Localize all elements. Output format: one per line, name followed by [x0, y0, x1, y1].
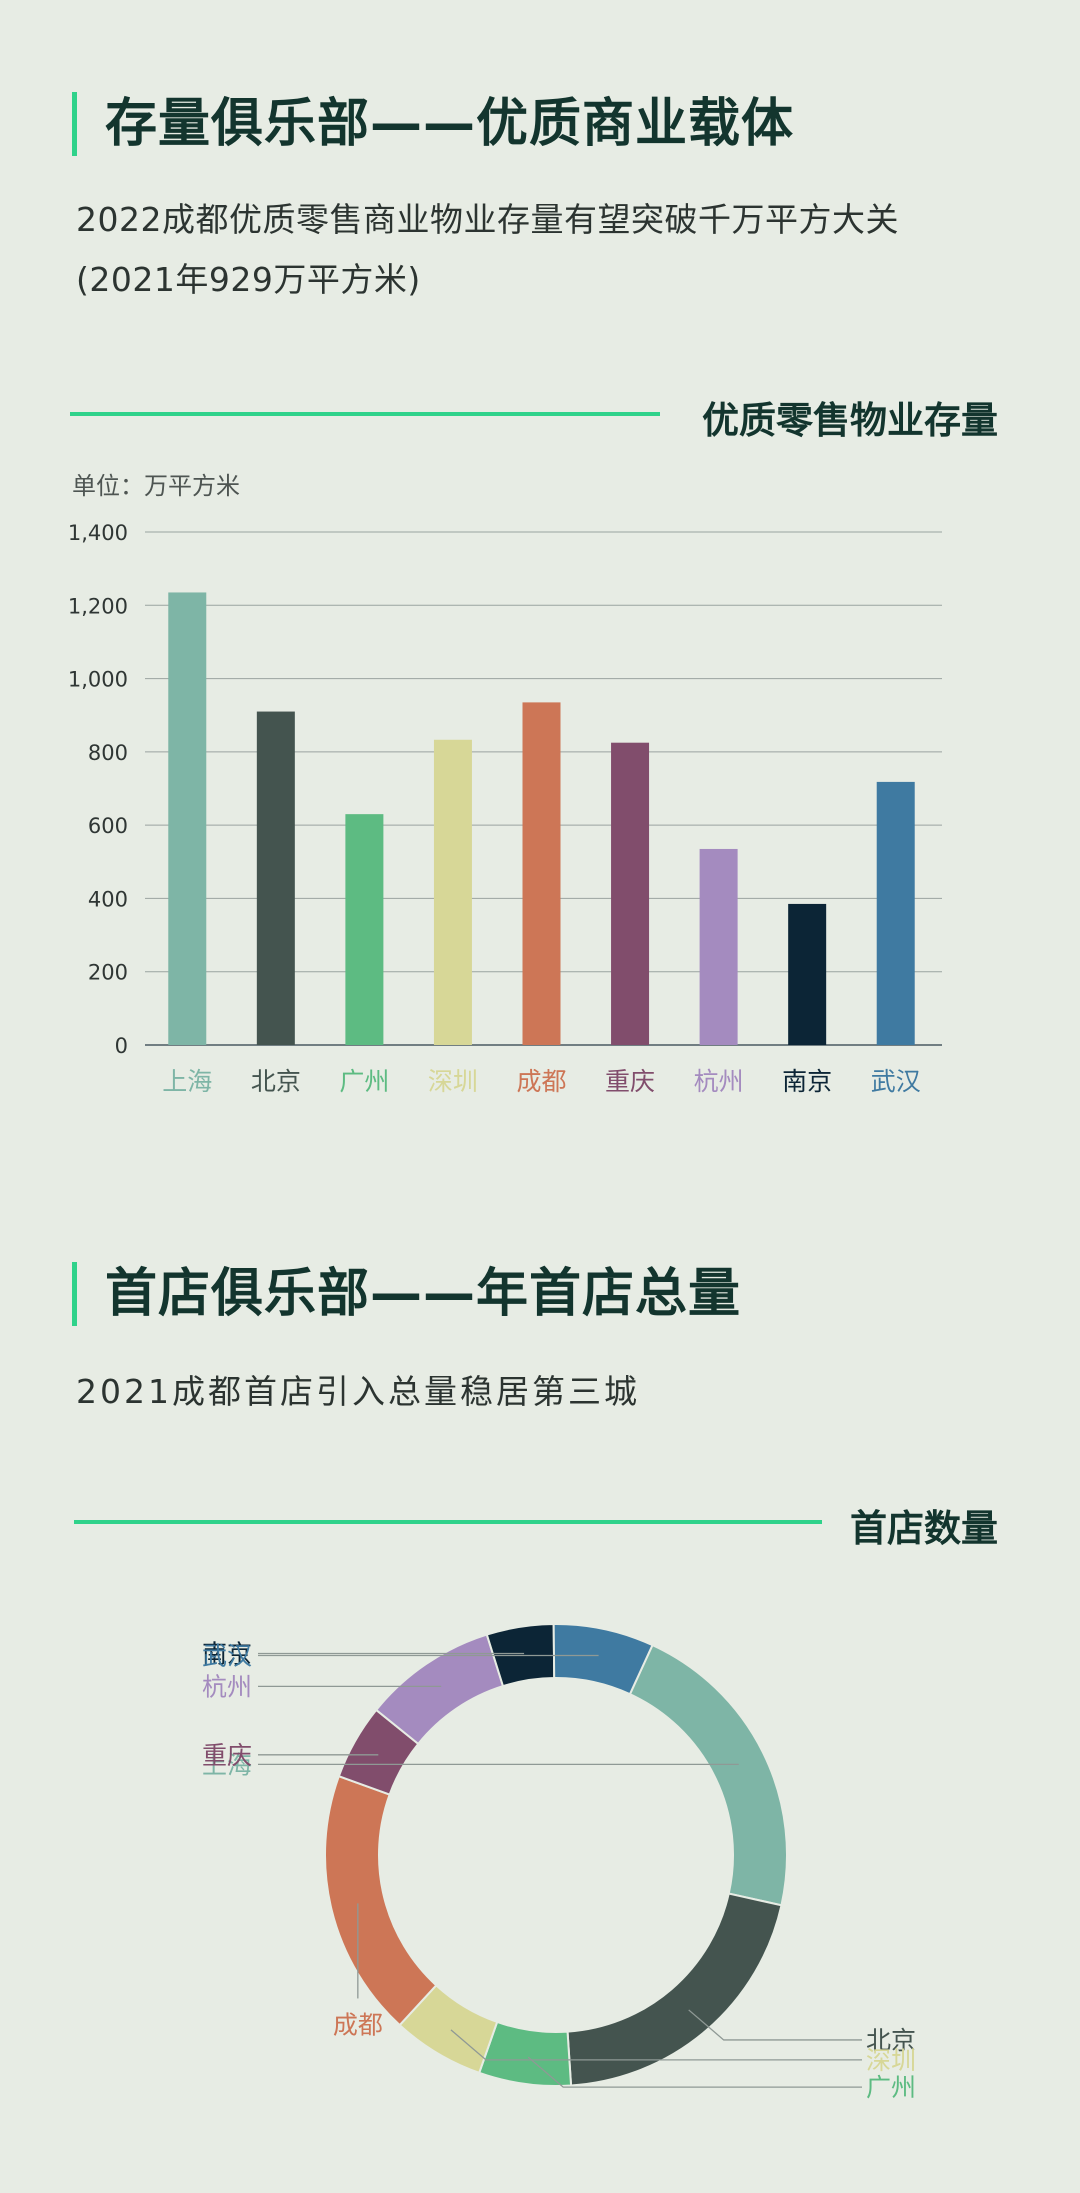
bar-7 [699, 848, 738, 1045]
donut-label: 杭州 [202, 1672, 252, 1701]
bar-chart-title: 优质零售物业存量 [702, 399, 998, 442]
bar-5 [522, 702, 561, 1045]
section1-subtitle-line2: (2021年929万平方米) [76, 260, 421, 299]
x-tick-label: 重庆 [605, 1067, 655, 1096]
y-tick-label: 1,200 [68, 594, 128, 618]
x-tick-label: 深圳 [428, 1067, 478, 1096]
bar-3 [345, 814, 384, 1045]
donut-label: 广州 [866, 2073, 916, 2102]
section2-subtitle: 2021成都首店引入总量稳居第三城 [76, 1372, 640, 1411]
y-tick-label: 200 [88, 961, 128, 985]
bar-1 [168, 592, 207, 1045]
x-tick-label: 杭州 [694, 1067, 744, 1096]
donut-chart-title: 首店数量 [850, 1507, 998, 1550]
y-tick-label: 800 [88, 741, 128, 765]
donut-chart-heading-rule [74, 1520, 822, 1524]
y-tick-label: 0 [115, 1034, 128, 1058]
donut-slice-9 [552, 1623, 654, 1696]
y-tick-label: 600 [88, 814, 128, 838]
donut-leader-line [450, 2029, 862, 2061]
y-tick-label: 1,000 [68, 668, 128, 692]
x-tick-label: 成都 [516, 1067, 566, 1096]
x-tick-label: 广州 [339, 1067, 389, 1096]
bar-chart-heading-rule [70, 412, 660, 416]
donut-label: 北京 [866, 2026, 916, 2055]
bar-8 [788, 903, 827, 1045]
donut-label: 上海 [202, 1750, 252, 1779]
donut-label: 武汉 [202, 1641, 252, 1670]
bar-6 [611, 742, 650, 1045]
x-tick-label: 武汉 [871, 1067, 921, 1096]
section1-title: 存量俱乐部——优质商业载体 [72, 92, 794, 156]
bar-chart-unit: 单位：万平方米 [72, 472, 240, 500]
donut-slice-1 [628, 1643, 788, 1907]
x-tick-label: 北京 [251, 1067, 301, 1096]
donut-label: 南京 [202, 1640, 252, 1669]
bar-9 [876, 781, 915, 1045]
donut-label: 重庆 [202, 1741, 252, 1770]
donut-leader-line [688, 2009, 862, 2041]
donut-label: 深圳 [866, 2046, 916, 2075]
section1-subtitle-line1: 2022成都优质零售商业物业存量有望突破千万平方大关 [76, 200, 899, 239]
bar-2 [256, 711, 295, 1045]
x-tick-label: 南京 [782, 1067, 832, 1096]
bar-4 [433, 739, 472, 1045]
x-tick-label: 上海 [162, 1067, 212, 1096]
donut-leader-line [527, 2056, 862, 2088]
donut-label: 成都 [333, 2010, 383, 2039]
y-tick-label: 400 [88, 887, 128, 911]
donut-slice-2 [566, 1892, 783, 2087]
section2-title: 首店俱乐部——年首店总量 [72, 1262, 741, 1326]
donut-slice-5 [324, 1774, 438, 2027]
bar-chart: 0 200 400 600 800 1,000 1,200 1,400 上海 北京 广州 深圳 成都 重… [68, 521, 942, 1096]
y-tick-label: 1,400 [68, 521, 128, 545]
